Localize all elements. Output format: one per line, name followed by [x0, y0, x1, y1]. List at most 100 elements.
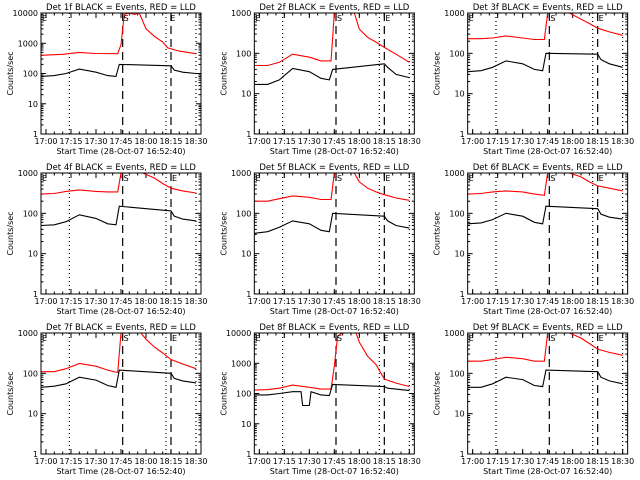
marker-e: E [172, 334, 177, 343]
x-tick-label: 17:30 [511, 137, 534, 146]
panel-title: Det 5f BLACK = Events, RED = LLD [259, 163, 409, 173]
marker-s: S [550, 334, 555, 343]
x-axis-label: Start Time (28-Oct-07 16:52:40) [56, 147, 185, 156]
series-lld [254, 13, 410, 67]
y-axis-label: Counts/sec [6, 371, 15, 415]
series-lld [254, 173, 410, 202]
x-tick-label: 17:30 [511, 457, 534, 466]
y-tick-label: 1000 [444, 169, 464, 178]
x-tick-label: 17:15 [486, 297, 509, 306]
x-axis-label: Start Time (28-Oct-07 16:52:40) [483, 147, 612, 156]
x-tick-label: 17:00 [34, 297, 57, 306]
x-tick-label: 17:15 [273, 137, 296, 146]
x-tick-label: 18:30 [184, 297, 207, 306]
x-tick-label: 18:30 [611, 297, 634, 306]
x-tick-label: 18:15 [586, 137, 609, 146]
marker-e: E [42, 174, 47, 183]
y-tick-label: 1000 [444, 9, 464, 18]
panel-title: Det 2f BLACK = Events, RED = LLD [259, 3, 409, 13]
x-tick-label: 18:15 [373, 457, 396, 466]
y-axis-label: Counts/sec [6, 51, 15, 95]
x-tick-label: 17:45 [109, 297, 132, 306]
plot-frame [253, 12, 415, 135]
marker-e: E [255, 334, 260, 343]
panel-title: Det 4f BLACK = Events, RED = LLD [46, 163, 196, 173]
series-lld [41, 173, 197, 195]
y-tick-label: 1 [246, 130, 251, 139]
panel-det-7: Det 7f BLACK = Events, RED = LLD 1 10 100 10… [6, 323, 208, 476]
marker-s: S [550, 14, 555, 23]
y-tick-label: 1 [246, 290, 251, 299]
x-tick-label: 17:30 [298, 297, 321, 306]
panel-title: Det 3f BLACK = Events, RED = LLD [473, 3, 623, 13]
plot-frame [253, 332, 415, 455]
y-axis-label: Counts/sec [219, 51, 228, 95]
plot-frame [40, 12, 202, 135]
x-tick-label: 18:15 [586, 457, 609, 466]
x-tick-label: 18:15 [159, 297, 182, 306]
y-axis-label: Counts/sec [219, 211, 228, 255]
marker-s: S [337, 334, 342, 343]
marker-e: E [42, 14, 47, 23]
panel-det-5: Det 5f BLACK = Events, RED = LLD 1 10 100 10… [219, 163, 421, 316]
x-tick-label: 17:00 [461, 457, 484, 466]
x-tick-label: 17:30 [84, 297, 107, 306]
y-tick-label: 1000 [231, 9, 251, 18]
y-tick-label: 10 [454, 250, 464, 259]
plot-frame [40, 172, 202, 295]
x-tick-label: 17:15 [273, 297, 296, 306]
y-tick-label: 1 [33, 290, 38, 299]
x-tick-label: 18:00 [134, 137, 157, 146]
panel-det-3: Det 3f BLACK = Events, RED = LLD 1 10 100 10… [433, 3, 635, 156]
x-tick-label: 18:00 [561, 457, 584, 466]
y-axis-label: Counts/sec [433, 211, 442, 255]
plot-frame [467, 332, 629, 455]
y-tick-label: 10 [28, 410, 38, 419]
y-axis-label: Counts/sec [433, 51, 442, 95]
x-tick-label: 18:30 [398, 137, 421, 146]
marker-e: E [385, 174, 390, 183]
x-tick-label: 18:00 [561, 297, 584, 306]
y-tick-label: 1 [33, 130, 38, 139]
panel-det-4: Det 4f BLACK = Events, RED = LLD 1 10 100 10… [6, 163, 208, 316]
x-tick-label: 18:30 [398, 297, 421, 306]
series-events [467, 205, 623, 225]
panel-title: Det 1f BLACK = Events, RED = LLD [46, 3, 196, 13]
x-tick-label: 17:15 [486, 457, 509, 466]
y-tick-label: 1000 [231, 169, 251, 178]
x-tick-label: 18:15 [159, 137, 182, 146]
panel-title: Det 8f BLACK = Events, RED = LLD [259, 323, 409, 333]
y-tick-label: 100 [449, 49, 464, 58]
y-tick-label: 10 [454, 410, 464, 419]
y-tick-label: 1000 [18, 329, 38, 338]
x-tick-label: 18:30 [611, 457, 634, 466]
y-tick-label: 100 [449, 209, 464, 218]
x-tick-label: 17:45 [536, 457, 559, 466]
marker-e: E [255, 174, 260, 183]
series-lld [467, 13, 623, 41]
x-tick-label: 18:00 [134, 297, 157, 306]
x-axis-label: Start Time (28-Oct-07 16:52:40) [483, 467, 612, 476]
marker-e: E [255, 14, 260, 23]
x-tick-label: 17:00 [34, 457, 57, 466]
x-tick-label: 18:30 [611, 137, 634, 146]
x-tick-label: 17:00 [461, 297, 484, 306]
x-axis-label: Start Time (28-Oct-07 16:52:40) [270, 147, 399, 156]
x-axis-label: Start Time (28-Oct-07 16:52:40) [270, 307, 399, 316]
marker-e: E [599, 14, 604, 23]
y-tick-label: 100 [23, 209, 38, 218]
x-axis-label: Start Time (28-Oct-07 16:52:40) [483, 307, 612, 316]
x-tick-label: 17:45 [109, 457, 132, 466]
marker-e: E [172, 174, 177, 183]
marker-s: S [124, 174, 129, 183]
y-tick-label: 1 [33, 450, 38, 459]
y-tick-label: 100 [236, 390, 251, 399]
x-tick-label: 17:30 [84, 457, 107, 466]
marker-s: S [337, 14, 342, 23]
x-tick-label: 17:30 [84, 137, 107, 146]
series-events [467, 369, 623, 388]
y-tick-label: 100 [236, 209, 251, 218]
x-tick-label: 17:45 [536, 297, 559, 306]
marker-s: S [124, 14, 129, 23]
